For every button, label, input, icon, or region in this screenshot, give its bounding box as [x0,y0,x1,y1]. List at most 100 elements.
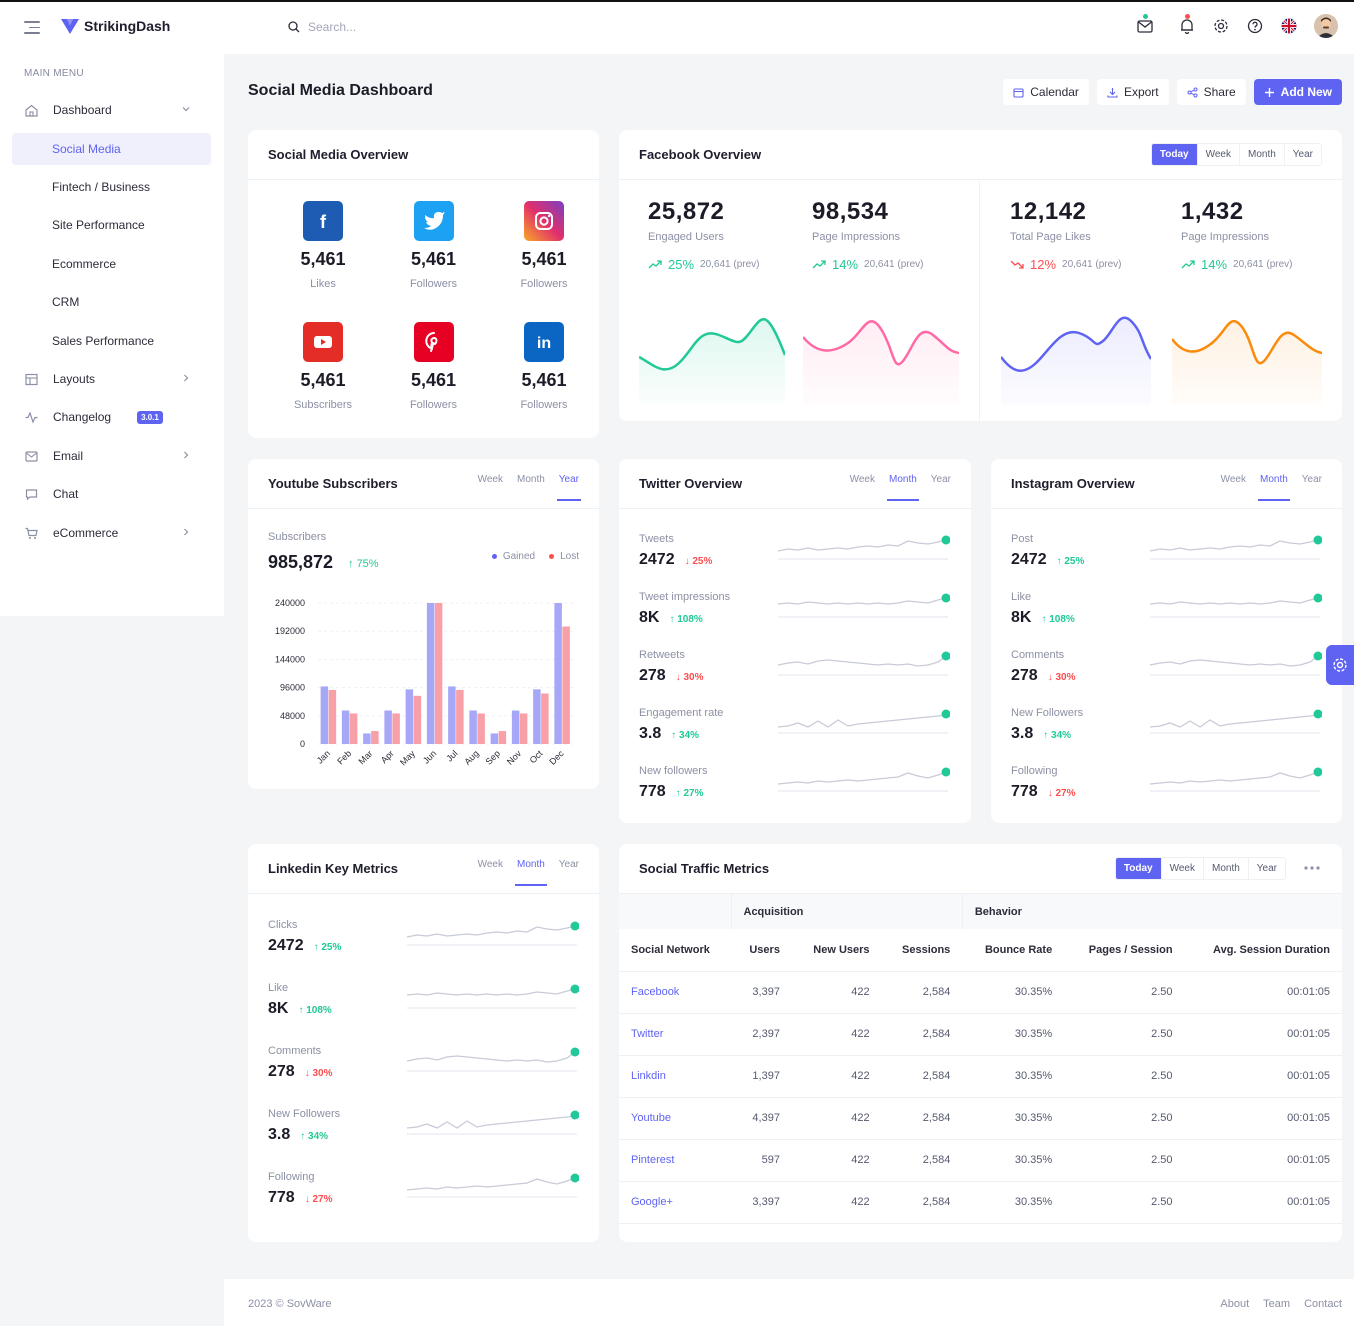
search-input[interactable]: Search... [308,20,357,34]
tab-week[interactable]: Week [477,859,503,870]
language-button[interactable] [1280,17,1298,35]
legend-lost[interactable]: Lost [549,551,579,562]
sidebar-item-crm[interactable]: CRM [12,286,211,318]
tab-month[interactable]: Month [886,474,919,501]
metric-change: ↓ 27% [1047,788,1076,799]
network-link[interactable]: Facebook [619,971,731,1014]
bar-lost-nov[interactable] [519,713,528,744]
legend-gained[interactable]: Gained [491,551,535,562]
bar-lost-aug[interactable] [477,713,485,744]
sidebar-item-email[interactable]: Email [12,440,211,472]
bar-gained-mar[interactable] [363,733,371,744]
column-header[interactable]: Pages / Session [1064,929,1185,972]
bar-gained-jun[interactable] [426,603,435,744]
tab-week[interactable]: Week [1196,144,1239,165]
metric-change: ↑ 25% [1056,556,1085,567]
table-row: Linkdin 1,397 422 2,584 30.35% 2.50 00:01:05 [619,1055,1342,1098]
tab-year[interactable]: Year [556,474,582,501]
column-header[interactable]: Users [731,929,792,972]
bar-lost-sep[interactable] [498,731,507,744]
bar-gained-sep[interactable] [490,733,499,744]
share-button[interactable]: Share [1176,79,1246,105]
column-header[interactable]: New Users [791,929,882,972]
tab-week[interactable]: Week [1160,858,1203,879]
settings-button[interactable] [1212,17,1230,35]
instagram-overview-card: Instagram Overview Week Month Year Post 2… [991,459,1342,823]
tab-year[interactable]: Year [1247,858,1285,879]
network-link[interactable]: Twitter [619,1013,731,1056]
sidebar-item-dashboard[interactable]: Dashboard [12,94,211,126]
help-button[interactable] [1246,17,1264,35]
notifications-button[interactable] [1178,14,1196,35]
tab-year[interactable]: Year [1301,474,1322,485]
bar-gained-dec[interactable] [554,603,562,744]
tab-month[interactable]: Month [1238,144,1284,165]
facebook-icon: f [303,201,343,241]
more-options-icon[interactable] [1304,866,1320,870]
add-new-button[interactable]: Add New [1253,79,1342,105]
sidebar-item-ecommerce-dashboard[interactable]: Ecommerce [12,248,211,280]
bar-lost-dec[interactable] [562,626,570,745]
subscribers-value: 985,872 [268,552,334,572]
search-box[interactable]: Search... [288,20,356,34]
bar-gained-aug[interactable] [469,710,477,744]
sidebar-item-sales-performance[interactable]: Sales Performance [12,325,211,357]
tab-year[interactable]: Year [558,859,579,870]
tab-month[interactable]: Month [514,859,547,886]
tab-year[interactable]: Year [1283,144,1321,165]
bar-lost-jan[interactable] [328,689,337,744]
messages-button[interactable] [1136,14,1154,35]
network-link[interactable]: Google+ [619,1181,731,1224]
metric-value: 8K [1011,609,1032,626]
tab-year[interactable]: Year [930,474,951,485]
sidebar-item-fintech[interactable]: Fintech / Business [12,171,211,203]
sidebar-item-layouts[interactable]: Layouts [12,363,211,395]
tab-today[interactable]: Today [1151,144,1197,165]
bar-lost-feb[interactable] [349,713,358,744]
tab-month[interactable]: Month [516,474,545,485]
bar-lost-may[interactable] [413,695,422,744]
stat-change: 14% [832,257,859,272]
column-header[interactable]: Sessions [881,929,963,972]
bar-lost-apr[interactable] [392,713,400,744]
tab-week[interactable]: Week [1220,474,1246,485]
tab-month[interactable]: Month [1257,474,1290,501]
bar-gained-may[interactable] [405,689,414,744]
network-link[interactable]: Pinterest [619,1139,731,1182]
tab-month[interactable]: Month [1202,858,1248,879]
column-header[interactable]: Avg. Session Duration [1184,929,1342,972]
footer-link-about[interactable]: About [1220,1297,1250,1310]
footer-link-contact[interactable]: Contact [1304,1297,1342,1310]
metric-label: Tweets [639,533,674,545]
export-button[interactable]: Export [1096,79,1169,105]
bar-gained-jan[interactable] [320,686,329,744]
menu-toggle-icon[interactable] [24,21,40,35]
network-link[interactable]: Linkdin [619,1055,731,1098]
bar-gained-jul[interactable] [448,686,456,744]
calendar-button[interactable]: Calendar [1003,79,1089,105]
sidebar-item-site-performance[interactable]: Site Performance [12,209,211,241]
customizer-toggle-button[interactable] [1326,645,1354,685]
bar-gained-nov[interactable] [511,710,520,744]
tab-today[interactable]: Today [1115,858,1161,879]
bar-lost-oct[interactable] [541,693,549,744]
tab-week[interactable]: Week [849,474,875,485]
sidebar-item-social-media[interactable]: Social Media [12,133,211,165]
metric-row: Comments 278 ↓ 30% [268,1045,579,1103]
bar-gained-apr[interactable] [384,710,392,744]
footer-link-team[interactable]: Team [1263,1297,1291,1310]
column-header[interactable]: Bounce Rate [962,929,1065,972]
sidebar-item-changelog[interactable]: Changelog 3.0.1 [12,401,211,433]
column-header[interactable]: Social Network [619,929,731,972]
sidebar-item-chat[interactable]: Chat [12,478,211,510]
brand-logo[interactable]: StrikingDash [60,17,170,35]
bar-gained-feb[interactable] [341,710,350,744]
user-avatar[interactable] [1314,14,1338,38]
bar-lost-jun[interactable] [434,603,443,744]
bar-lost-jul[interactable] [456,689,464,744]
bar-lost-mar[interactable] [371,731,379,744]
network-link[interactable]: Youtube [619,1097,731,1140]
tab-week[interactable]: Week [477,474,503,485]
sidebar-item-ecommerce[interactable]: eCommerce [12,517,211,549]
bar-gained-oct[interactable] [533,689,541,744]
